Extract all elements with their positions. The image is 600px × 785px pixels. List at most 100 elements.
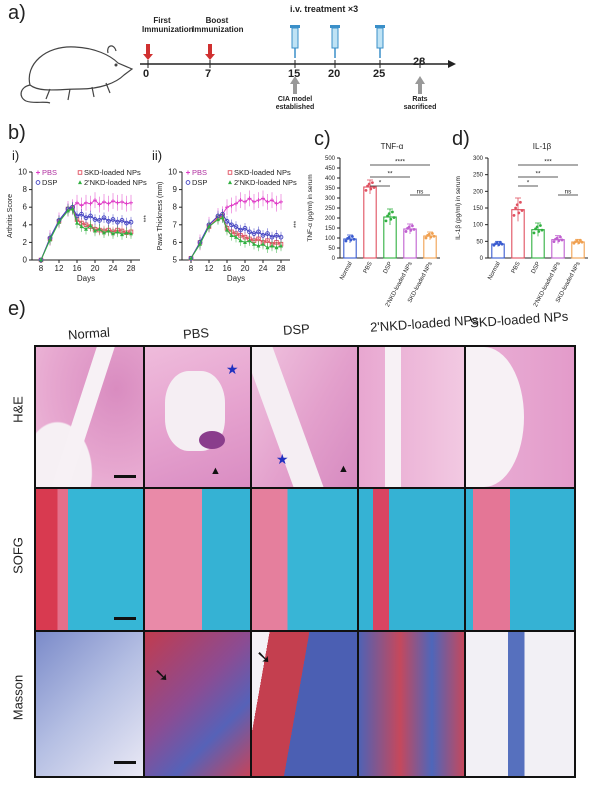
data-point xyxy=(238,227,243,233)
x-tick-label: 28 xyxy=(127,264,136,273)
he-nkd-image xyxy=(357,347,464,487)
y-tick-label: 8 xyxy=(23,185,28,194)
data-point xyxy=(229,233,234,237)
data-point xyxy=(228,180,232,185)
legend-label: 2'NKD-loaded NPs xyxy=(84,178,147,187)
data-point xyxy=(500,242,504,246)
scale-bar-masson xyxy=(114,761,136,764)
day-15: 15 xyxy=(288,68,301,80)
significance-label: **** xyxy=(395,159,406,166)
col-label-skd: SKD-loaded NPs xyxy=(469,308,569,331)
data-point xyxy=(274,233,279,238)
data-point xyxy=(70,206,75,211)
data-point xyxy=(539,224,542,227)
y-axis-label: Paws Thickness (mm) xyxy=(157,182,164,251)
cia-arrow-icon xyxy=(290,76,300,94)
data-point xyxy=(225,205,229,210)
data-point xyxy=(384,219,388,223)
x-tick-label: 16 xyxy=(223,264,232,273)
y-tick-label: 10 xyxy=(168,168,177,177)
masson-normal-image xyxy=(36,630,143,776)
x-tick-label: 8 xyxy=(189,264,194,273)
data-point xyxy=(371,181,374,184)
y-tick-label: 0 xyxy=(23,256,28,265)
data-point xyxy=(227,170,233,175)
data-point xyxy=(552,240,556,244)
x-tick-label: 16 xyxy=(73,264,82,273)
data-point xyxy=(75,200,79,205)
day-0: 0 xyxy=(143,68,150,80)
sofg-skd-image xyxy=(464,487,574,630)
series-2'NKD-loaded NPs xyxy=(39,203,133,262)
y-tick-label: 10 xyxy=(18,168,27,177)
star-icon: ★ xyxy=(226,361,239,377)
legend-label: SKD-loaded NPs xyxy=(234,168,291,177)
col-label-dsp: DSP xyxy=(282,321,311,338)
x-tick-label: 20 xyxy=(91,264,100,273)
y-axis-label: Arthritis Score xyxy=(7,194,14,238)
y-tick-label: 400 xyxy=(325,176,336,182)
chart-title: TNF-α xyxy=(381,142,404,151)
data-point xyxy=(534,227,537,231)
data-point xyxy=(392,216,396,219)
data-point xyxy=(387,212,391,216)
data-point xyxy=(79,211,84,217)
data-point xyxy=(256,229,261,235)
x-tick-label: 24 xyxy=(259,264,268,273)
data-point xyxy=(238,238,243,243)
legend-item: DSP xyxy=(185,178,207,187)
y-tick-label: 100 xyxy=(325,236,336,242)
data-point xyxy=(580,240,584,244)
data-point xyxy=(79,203,84,208)
data-point xyxy=(243,240,247,244)
data-point xyxy=(559,235,562,239)
data-point xyxy=(120,199,124,204)
category-label: PBS xyxy=(511,261,522,274)
data-point xyxy=(119,218,125,223)
data-point xyxy=(229,222,234,228)
x-tick-label: 20 xyxy=(241,264,250,273)
sofg-normal-image xyxy=(36,487,143,630)
x-tick-label: 28 xyxy=(277,264,286,273)
data-point xyxy=(411,224,414,228)
data-point xyxy=(407,225,411,229)
x-tick-label: 12 xyxy=(55,264,64,273)
data-point xyxy=(520,209,524,212)
significance-label: *** xyxy=(294,220,300,228)
data-point xyxy=(84,227,88,231)
data-point xyxy=(367,182,371,186)
legend-item: PBS xyxy=(186,168,207,177)
data-point xyxy=(102,230,106,235)
x-tick-label: 8 xyxy=(39,264,44,273)
data-point xyxy=(252,241,256,246)
legend-label: SKD-loaded NPs xyxy=(84,168,141,177)
data-point xyxy=(512,213,516,217)
timeline xyxy=(140,25,456,94)
data-point xyxy=(575,239,579,243)
data-point xyxy=(579,238,582,242)
data-point xyxy=(251,231,257,236)
series-2'NKD-loaded NPs xyxy=(189,212,283,260)
data-point xyxy=(535,225,539,229)
data-point xyxy=(111,231,115,236)
boost-immunization-label: Boost Immunization xyxy=(192,16,244,34)
data-point xyxy=(497,243,501,247)
data-point xyxy=(252,199,256,204)
data-point xyxy=(352,237,356,241)
data-point xyxy=(265,231,270,236)
he-normal-image xyxy=(36,347,143,487)
data-point xyxy=(265,245,270,250)
data-point xyxy=(128,219,134,225)
y-tick-label: 6 xyxy=(23,203,28,212)
legend-item: PBS xyxy=(36,168,57,177)
category-label: DSP xyxy=(383,261,394,275)
data-point xyxy=(372,186,376,189)
data-point xyxy=(189,256,193,260)
y-tick-label: 6 xyxy=(173,238,178,247)
y-tick-label: 7 xyxy=(173,220,178,229)
triangle-marker-icon: ▲ xyxy=(210,465,221,477)
data-point xyxy=(537,230,541,233)
data-point xyxy=(431,232,434,235)
panel-d-label: d) xyxy=(452,128,470,150)
arrow-marker-icon: ➘ xyxy=(154,665,170,685)
